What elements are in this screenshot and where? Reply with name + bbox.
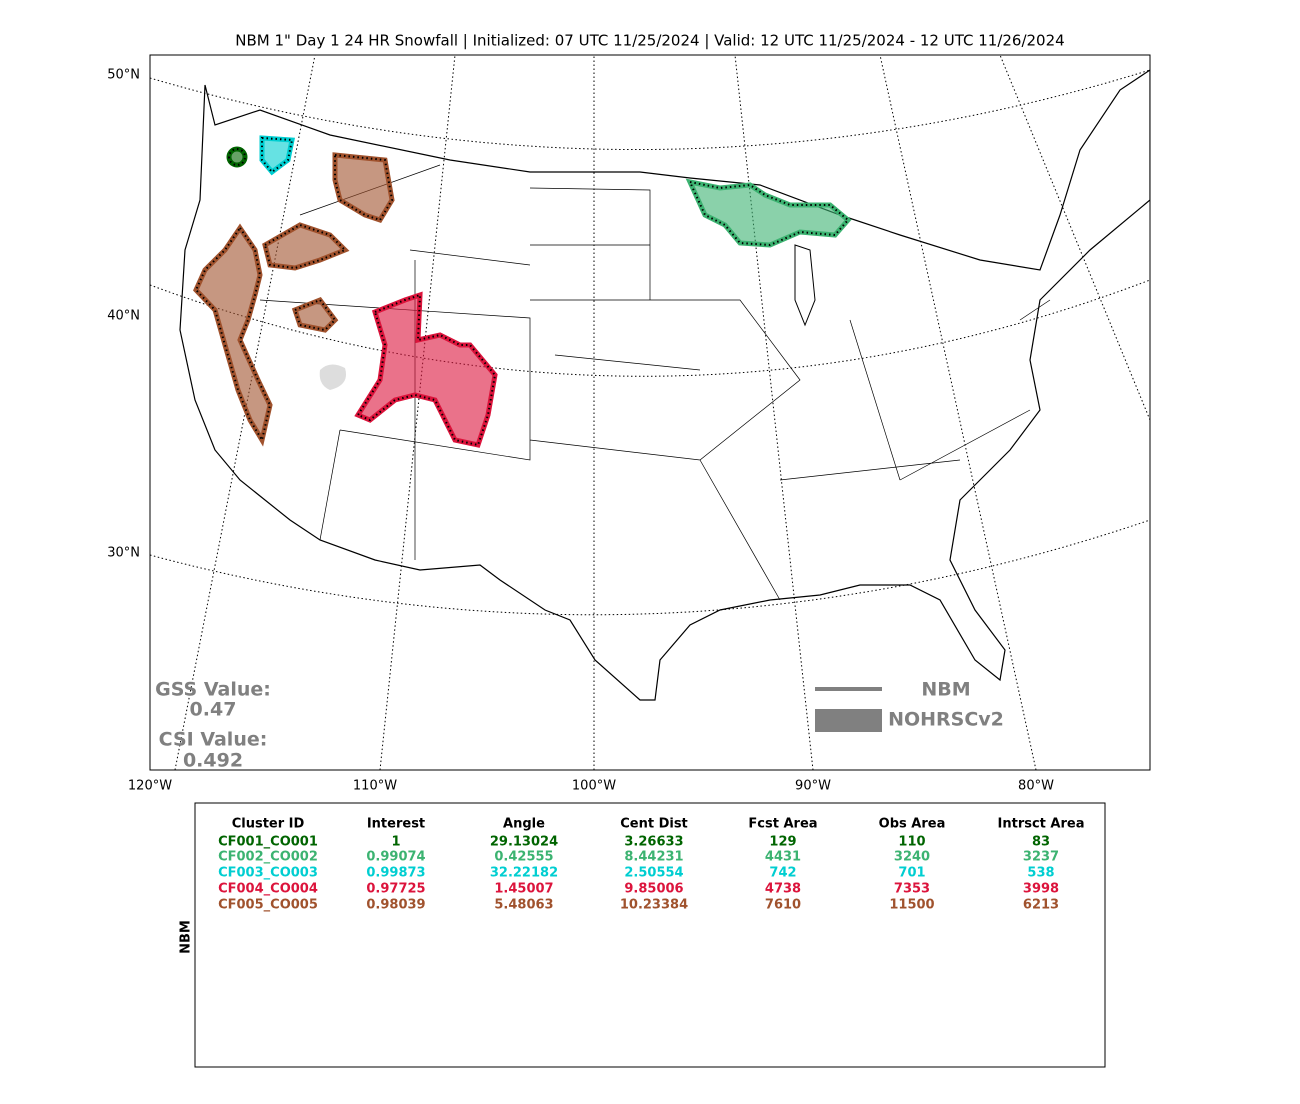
table-cell: 4431 [765,850,801,865]
cluster-outline-dots [194,226,272,443]
lat-label: 30°N [107,546,140,561]
land-outline [179,69,1150,701]
table-cell: 3.26633 [624,835,683,850]
table-cell: CF003_CO003 [218,866,318,881]
meridian [999,55,1150,421]
table-header: Cluster ID [232,817,305,832]
table-cell: 2.50554 [624,866,683,881]
csi-value: 0.492 [183,750,243,772]
lat-label: 50°N [107,68,140,83]
table-cell: 8.44231 [624,850,683,865]
legend: NBM NOHRSCv2 [815,679,1004,732]
map-frame [149,54,1151,771]
lat-labels: 50°N 40°N 30°N [107,68,140,561]
table-header: Interest [367,817,425,832]
table-frame [194,802,1106,1068]
scores: GSS Value: 0.47 CSI Value: 0.492 [155,679,271,772]
lon-labels: 120°W 110°W 100°W 90°W 80°W [128,779,1054,794]
table-cell: 0.42555 [494,850,553,865]
table-header: Fcst Area [748,817,817,832]
table-cell: 7353 [894,882,930,897]
other-snow [319,364,346,390]
parallel [150,279,1150,377]
table-header: Cent Dist [620,817,688,832]
table-cell: 0.99074 [366,850,425,865]
cluster-outline-dots [688,180,850,247]
table-cell: 3237 [1023,850,1059,865]
table-cell: 1 [391,835,400,850]
table-cell: 0.98039 [366,898,425,913]
cluster-outline-dots [293,298,337,332]
table-cell: 9.85006 [624,882,683,897]
lon-label: 80°W [1018,779,1054,794]
table-cell: 29.13024 [490,835,558,850]
table-cell: CF005_CO005 [218,898,318,913]
legend-forecast: NBM [921,679,970,701]
table-cell: CF001_CO001 [218,835,318,850]
cluster-outline [354,291,498,448]
lon-label: 90°W [795,779,831,794]
lon-label: 110°W [353,779,397,794]
table-cell: 129 [769,835,796,850]
parallel [150,519,1150,616]
lake-michigan [794,244,816,327]
table-side-label: NBM [179,920,194,954]
table-cell: 742 [769,866,796,881]
map [150,55,1150,770]
table-cell: CF004_CO004 [218,882,318,897]
cluster-area [358,295,495,445]
gss-value: 0.47 [190,699,237,721]
table-cell: 10.23384 [620,898,688,913]
table-cell: 0.97725 [366,882,425,897]
table-cell: 110 [898,835,925,850]
table-cell: 4738 [765,882,801,897]
table-header: Angle [503,817,545,832]
table-cell: 83 [1032,835,1050,850]
table-cell: 5.48063 [494,898,553,913]
cluster-area [196,228,270,440]
cluster-outline [259,135,296,176]
lon-label: 120°W [128,779,172,794]
table-cell: 6213 [1023,898,1059,913]
table-cell: 701 [898,866,925,881]
lon-label: 100°W [572,779,616,794]
legend-observed: NOHRSCv2 [888,709,1004,731]
lat-label: 40°N [107,309,140,324]
clusters [193,135,852,448]
table-cell: 7610 [765,898,801,913]
cluster-outline-dots [334,153,394,222]
table-header: Intrsct Area [998,817,1085,832]
table-cell: 11500 [889,898,934,913]
csi-label: CSI Value: [159,729,268,751]
legend-swatch [815,709,882,732]
cluster-outline [226,146,248,168]
table-cell: 538 [1027,866,1054,881]
table-cell: CF002_CO002 [218,850,318,865]
table: Cluster ID Interest Angle Cent Dist Fcst Are… [218,817,1084,913]
gss-label: GSS Value: [155,679,271,701]
title: NBM 1" Day 1 24 HR Snowfall | Initialize… [235,32,1064,50]
table-cell: 3240 [894,850,930,865]
table-header: Obs Area [879,817,946,832]
table-cell: 1.45007 [494,882,553,897]
table-cell: 3998 [1023,882,1059,897]
table-cell: 0.99873 [366,866,425,881]
cluster-outline-dots [263,223,347,270]
cluster-area [262,138,292,172]
table-cell: 32.22182 [490,866,558,881]
